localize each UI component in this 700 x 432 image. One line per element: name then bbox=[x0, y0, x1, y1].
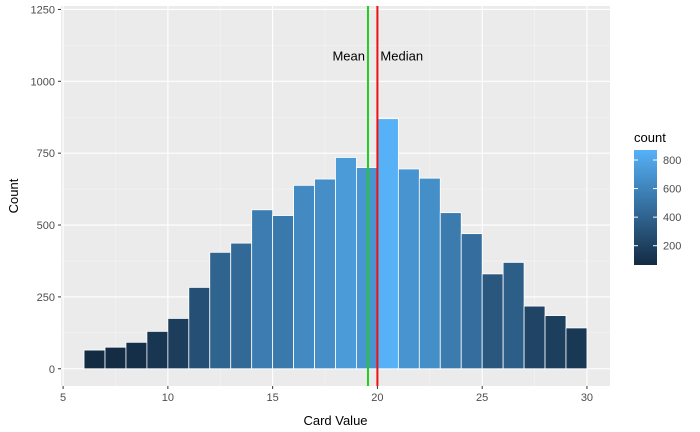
histogram-bar bbox=[565, 327, 588, 370]
histogram-bar bbox=[314, 178, 336, 370]
histogram-bar bbox=[251, 209, 274, 370]
histogram-bar bbox=[439, 212, 462, 370]
histogram-bar bbox=[460, 233, 483, 370]
x-tick-label: 25 bbox=[476, 392, 488, 404]
histogram-bar bbox=[104, 346, 127, 370]
histogram-bar bbox=[377, 118, 399, 370]
legend-colorbar bbox=[634, 150, 657, 265]
histogram-bar bbox=[502, 261, 525, 370]
x-tick-label: 10 bbox=[162, 392, 174, 404]
reference-lines bbox=[366, 6, 379, 386]
y-tick-label: 1250 bbox=[31, 4, 55, 16]
x-tick-label: 30 bbox=[581, 392, 593, 404]
histogram-bar bbox=[209, 251, 232, 370]
y-axis-title: Count bbox=[6, 178, 21, 213]
histogram-bar bbox=[230, 242, 253, 370]
x-axis: 5 10 15 20 25 30 bbox=[60, 386, 593, 404]
x-tick-label: 15 bbox=[267, 392, 279, 404]
y-tick-label: 0 bbox=[49, 364, 55, 376]
histogram-bar bbox=[188, 287, 211, 370]
median-label: Median bbox=[380, 48, 423, 63]
histogram-bar bbox=[146, 330, 169, 370]
reference-annotations: Mean Median bbox=[332, 48, 423, 63]
y-tick-label: 750 bbox=[37, 148, 55, 160]
histogram-bar bbox=[335, 157, 357, 370]
histogram-bar bbox=[481, 273, 504, 370]
x-tick-label: 20 bbox=[371, 392, 383, 404]
legend-title: count bbox=[634, 130, 666, 145]
histogram-bar bbox=[544, 315, 567, 370]
mean-label: Mean bbox=[332, 48, 365, 63]
y-tick-label: 1000 bbox=[31, 76, 55, 88]
histogram-bar bbox=[272, 215, 294, 370]
y-tick-label: 250 bbox=[37, 292, 55, 304]
histogram-bar bbox=[167, 318, 190, 370]
legend-tick-label: 600 bbox=[663, 184, 681, 196]
legend-tick-label: 400 bbox=[663, 212, 681, 224]
histogram-bar bbox=[523, 305, 546, 370]
x-axis-title: Card Value bbox=[303, 413, 367, 428]
histogram-bar bbox=[356, 167, 378, 370]
x-tick-label: 5 bbox=[60, 392, 66, 404]
histogram-bar bbox=[397, 168, 420, 370]
y-tick-label: 500 bbox=[37, 220, 55, 232]
histogram-bars bbox=[83, 118, 588, 370]
color-legend: count 200 400 600 800 bbox=[634, 130, 681, 265]
histogram-bar bbox=[293, 184, 315, 370]
legend-ticks: 200 400 600 800 bbox=[634, 155, 681, 253]
legend-tick-label: 200 bbox=[663, 241, 681, 253]
histogram-bar bbox=[125, 341, 148, 370]
histogram-bar bbox=[83, 349, 106, 370]
histogram-bar bbox=[418, 177, 441, 370]
legend-tick-label: 800 bbox=[663, 155, 681, 167]
y-axis: 0 250 500 750 1000 1250 bbox=[31, 4, 61, 376]
